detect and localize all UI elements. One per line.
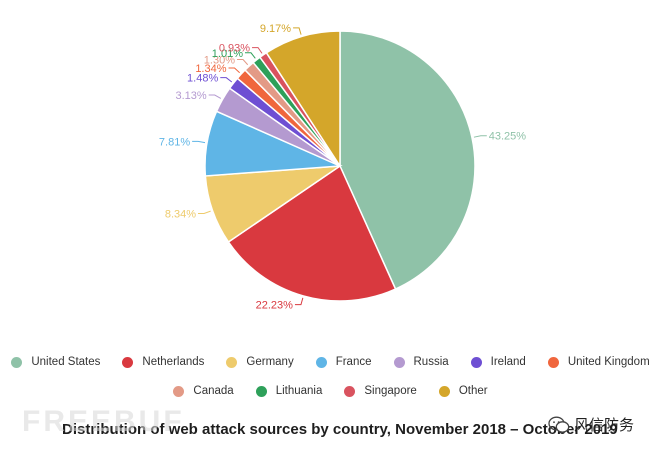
legend-row: United States Netherlands Germany France Rus… — [0, 356, 661, 368]
legend-label: United States — [31, 356, 101, 368]
legend-swatch — [393, 356, 405, 368]
legend-label: Canada — [193, 385, 234, 397]
legend-swatch — [226, 356, 238, 368]
legend-swatch — [470, 356, 482, 368]
slice-value-label: 9.17% — [260, 23, 291, 35]
slice-value-label: 22.23% — [256, 300, 294, 312]
pie-slice-other — [265, 30, 341, 169]
legend-label: Lithuania — [275, 385, 323, 397]
slice-value-label: 1.01% — [212, 48, 243, 60]
pie-slice-netherlands — [227, 164, 397, 302]
legend-item: Ireland — [470, 356, 526, 368]
legend-swatch — [122, 356, 134, 368]
wechat-icon — [548, 416, 570, 433]
legend-item: Canada — [173, 385, 234, 397]
slice-value-label: 3.13% — [176, 90, 207, 102]
leader-line — [252, 47, 263, 54]
legend-item: Russia — [393, 356, 449, 368]
leader-line — [294, 297, 304, 306]
leader-line — [220, 77, 233, 83]
legend-swatch — [344, 385, 356, 397]
leader-line — [237, 59, 249, 66]
leader-line — [473, 135, 487, 138]
legend-swatch — [11, 356, 23, 368]
legend-swatch — [255, 385, 267, 397]
leader-line — [208, 94, 222, 99]
legend-swatch — [547, 356, 559, 368]
legend-swatch — [315, 356, 327, 368]
legend-label: Singapore — [364, 385, 417, 397]
legend-label: Ireland — [490, 356, 526, 368]
slice-value-label: 43.25% — [489, 131, 527, 143]
legend-item: Lithuania — [255, 385, 323, 397]
legend-row: Canada Lithuania Singapore Other — [0, 385, 661, 397]
leader-line — [244, 52, 256, 59]
leader-line — [293, 27, 302, 35]
pie-chart: 43.25% 22.23% 8.34% 7.81% 3.13% 1.48%1.34%1.3… — [159, 23, 527, 312]
slice-value-label: 1.34% — [195, 63, 226, 75]
pie-slice-united-states — [339, 30, 476, 291]
legend-item: Singapore — [344, 385, 417, 397]
leader-line — [228, 67, 240, 74]
wechat-account-name: 风信防务 — [574, 417, 635, 434]
slice-value-label: 8.34% — [165, 208, 196, 220]
leader-line — [192, 140, 206, 144]
slice-value-label: 0.93% — [219, 43, 250, 55]
legend-item: Germany — [226, 356, 294, 368]
slice-value-label: 7.81% — [159, 136, 190, 148]
wechat-watermark: 风信防务 — [548, 414, 634, 435]
legend-label: Netherlands — [142, 356, 205, 368]
legend-item: Netherlands — [122, 356, 204, 368]
legend-label: United Kingdom — [567, 356, 650, 368]
legend-swatch — [173, 385, 185, 397]
legend-label: Other — [458, 385, 488, 397]
legend-item: United States — [11, 356, 100, 368]
freebuf-watermark: FREEBUF — [22, 405, 185, 438]
chart-title: Distribution of web attack sources by co… — [62, 421, 618, 438]
legend-item: Other — [438, 385, 488, 397]
legend-item: France — [315, 356, 372, 368]
legend-swatch — [438, 385, 450, 397]
legend-label: Germany — [246, 356, 294, 368]
leader-line — [198, 210, 211, 214]
legend-label: France — [335, 356, 372, 368]
slice-value-label: 1.48% — [187, 73, 218, 85]
legend-item: United Kingdom — [547, 356, 650, 368]
slice-value-label: 1.30% — [204, 55, 235, 67]
legend-label: Russia — [413, 356, 449, 368]
